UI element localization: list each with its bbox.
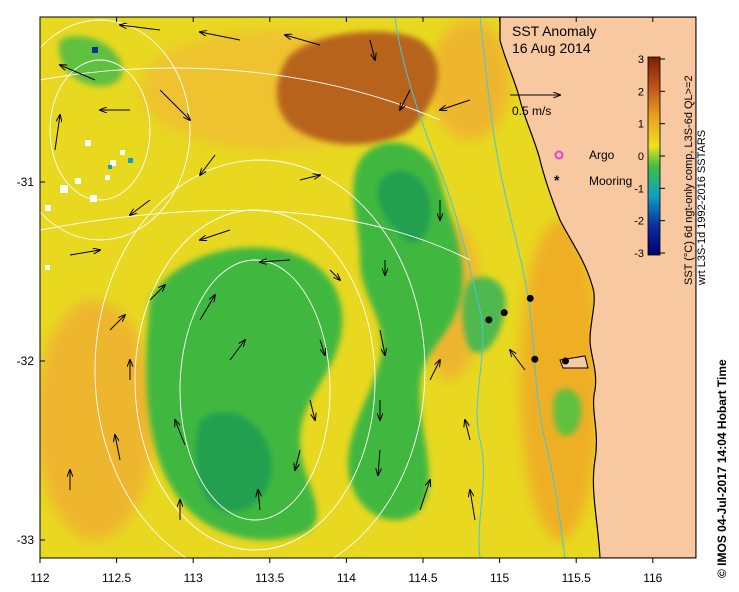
colorbar-tick-label: -2 [634, 216, 644, 228]
warm-core-patch [276, 31, 439, 145]
mooring-markers [485, 294, 569, 365]
map-panel [40, 17, 696, 558]
x-tick-label: 115.5 [562, 571, 591, 585]
colorbar-tick-label: -3 [634, 248, 644, 260]
argo-marker-icon [554, 150, 564, 160]
colorbar-label-line1: SST (°C) 6d ngt-only comp, L3S-6d QL>=2 [683, 75, 695, 285]
land-mass [499, 17, 696, 558]
map-date: 16 Aug 2014 [512, 40, 591, 56]
x-tick-label: 114 [337, 571, 356, 585]
credit-text: © IMOS 04-Jul-2017 14:04 Hobart Time [715, 359, 729, 578]
colorbar-gradient [647, 56, 661, 256]
y-tick-label: -32 [17, 354, 35, 368]
y-axis: -31 -32 -33 [17, 175, 45, 547]
map-title: SST Anomaly [512, 23, 597, 39]
velocity-vectors [54, 25, 526, 521]
ssh-contours [40, 19, 471, 558]
bathymetry-contour-2 [479, 17, 566, 558]
mooring-marker [531, 355, 539, 363]
x-tick-label: 113 [184, 571, 203, 585]
mooring-marker [485, 316, 493, 324]
x-tick-label: 114.5 [408, 571, 437, 585]
mooring-marker [561, 357, 569, 365]
x-tick-label: 112.5 [102, 571, 131, 585]
mooring-marker [526, 294, 534, 302]
colorbar-tick-label: 3 [638, 54, 644, 66]
x-tick-label: 116 [643, 571, 662, 585]
y-tick-label: -33 [17, 533, 35, 547]
colorbar-label-line2: wrt L3S-1d 1992-2016 SSTARS [696, 130, 708, 286]
legend: Argo * Mooring [554, 148, 632, 188]
mooring-marker [500, 309, 508, 317]
x-tick-label: 113.5 [255, 571, 284, 585]
cold-pixels [92, 47, 133, 169]
mooring-marker-icon: * [554, 172, 560, 188]
no-data-pixels [45, 140, 125, 270]
map-frame [39, 16, 697, 559]
colorbar-ticks: 3 2 1 0 -1 -2 -3 [634, 54, 665, 260]
colorbar-tick-label: 0 [638, 151, 644, 163]
x-axis: 112 112.5 113 113.5 114 114.5 115 115.5 116 [30, 17, 663, 585]
colorbar-tick-label: -1 [634, 183, 644, 195]
velocity-scale-label: 0.5 m/s [512, 104, 551, 118]
x-tick-label: 115 [490, 571, 509, 585]
bathymetry-contour [394, 17, 485, 558]
colorbar-tick-label: 1 [638, 119, 644, 131]
colorbar: 3 2 1 0 -1 -2 -3 SST (°C) 6d ngt-only comp, L3… [634, 54, 708, 286]
legend-mooring-label: Mooring [589, 174, 632, 188]
colorbar-tick-label: 2 [638, 86, 644, 98]
legend-argo-label: Argo [589, 148, 615, 162]
y-tick-label: -31 [17, 175, 35, 189]
x-tick-label: 112 [30, 571, 49, 585]
